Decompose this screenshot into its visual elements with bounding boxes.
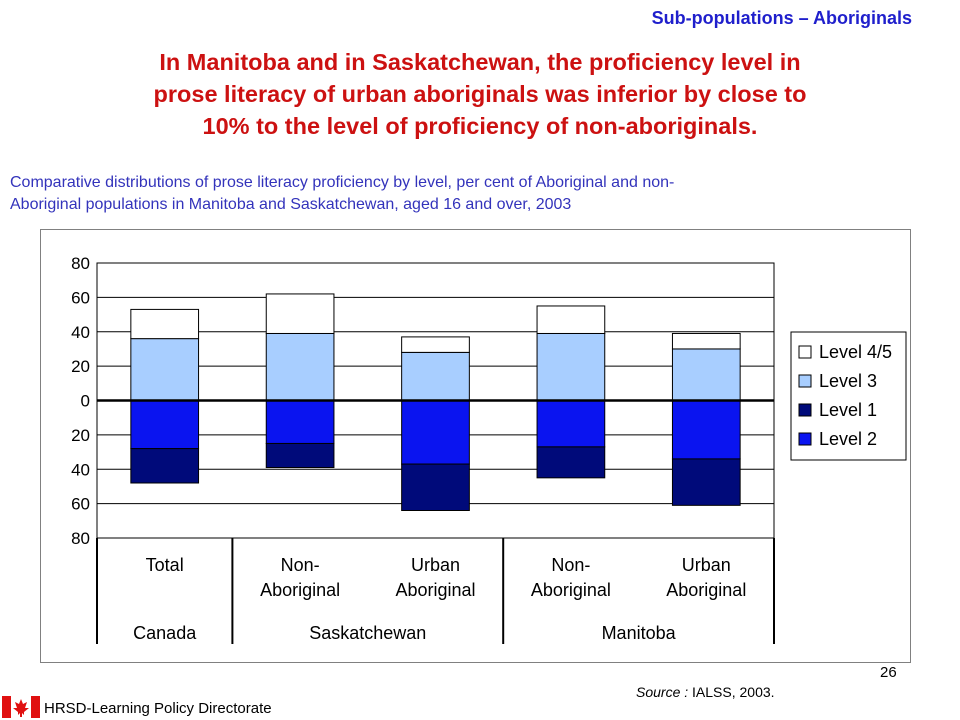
subtitle-line: Comparative distributions of prose liter… [10,174,675,191]
page-number: 26 [880,664,897,681]
bar-segment [265,332,335,401]
x-tick-label: Non- [551,555,590,575]
legend-swatch [798,345,812,359]
group-label: Manitoba [602,623,677,643]
x-tick-label: Aboriginal [531,580,611,600]
bar-segment [536,446,606,479]
headline-line: 10% to the level of proficiency of non-a… [202,113,758,139]
chart-subtitle: Comparative distributions of prose liter… [10,172,910,216]
x-tick-label: Aboriginal [395,580,475,600]
y-tick-label: 40 [71,460,90,479]
x-tick-label: Total [146,555,184,575]
canada-flag-icon [2,696,40,718]
group-label: Saskatchewan [309,623,426,643]
headline-line: In Manitoba and in Saskatchewan, the pro… [159,49,801,75]
legend-label: Level 3 [819,371,877,391]
bar-segment [130,448,200,484]
headline: In Manitoba and in Saskatchewan, the pro… [40,46,920,142]
bar-segment [130,338,200,401]
bar-segment [671,458,741,506]
bar-segment [671,400,741,460]
bar-segment [536,400,606,448]
chart-frame: 80 60 40 20 0 20 40 60 80 Total Non- Aboriginal Urba… [40,229,911,663]
x-tick-label: Non- [281,555,320,575]
section-title: Sub-populations – Aboriginals [651,8,912,28]
bar-segment [401,351,470,401]
y-tick-label: 20 [71,357,90,376]
bar-segment [536,305,606,334]
legend-swatch [798,403,812,417]
literacy-chart: 80 60 40 20 0 20 40 60 80 Total Non- Aboriginal Urba… [71,254,907,644]
bar-segment [671,332,741,350]
bar-segment [671,348,741,401]
group-label: Canada [133,623,197,643]
bar-segment [536,332,606,401]
bar-segment [130,308,200,340]
bar-segment [265,442,335,469]
bar-segment [401,463,470,511]
source-note: Source : IALSS, 2003. [636,684,775,700]
source-value: IALSS, 2003. [692,684,775,700]
y-tick-label: 0 [81,392,90,411]
bar-segment [265,400,335,444]
bar-segment [130,400,200,450]
x-tick-label: Urban [411,555,460,575]
legend-label: Level 4/5 [819,342,892,362]
headline-line: prose literacy of urban aboriginals was … [153,81,807,107]
subtitle-line: Aboriginal populations in Manitoba and S… [10,196,572,213]
x-tick-label: Aboriginal [666,580,746,600]
y-tick-label: 20 [71,426,90,445]
organization-name: HRSD-Learning Policy Directorate [44,700,272,717]
y-tick-label: 80 [71,529,90,548]
y-tick-label: 40 [71,323,90,342]
legend-label: Level 2 [819,429,877,449]
y-tick-label: 80 [71,254,90,273]
y-tick-label: 60 [71,288,90,307]
y-tick-label: 60 [71,495,90,514]
x-tick-label: Urban [682,555,731,575]
bar-segment [401,400,470,465]
legend-label: Level 1 [819,400,877,420]
x-tick-label: Aboriginal [260,580,340,600]
bar-segment [401,336,470,353]
legend-swatch [798,374,812,388]
bar-segment [265,293,335,334]
source-label: Source : [636,684,689,700]
legend-swatch [798,432,812,446]
